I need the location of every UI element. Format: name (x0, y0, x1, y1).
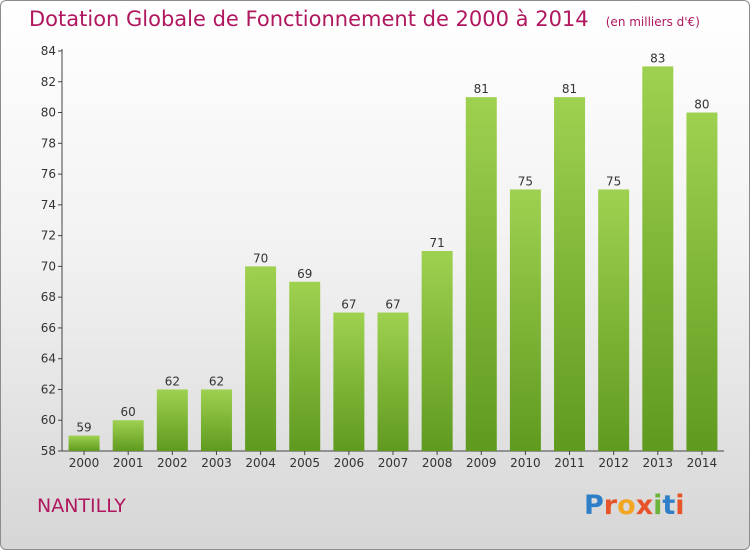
y-tick-label: 84 (41, 44, 56, 58)
data-label: 69 (297, 267, 312, 281)
data-label: 60 (121, 405, 136, 419)
bar-2006 (333, 312, 365, 451)
logo-letter: o (617, 490, 636, 521)
logo-letter: x (635, 490, 654, 521)
data-label: 71 (429, 236, 444, 250)
data-label: 81 (562, 82, 577, 96)
x-tick-label: 2003 (201, 456, 232, 470)
data-label: 70 (253, 251, 268, 265)
bar-2012 (598, 189, 630, 451)
data-label: 59 (76, 421, 91, 435)
x-tick-label: 2010 (510, 456, 541, 470)
y-tick-label: 60 (41, 413, 56, 427)
x-tick-label: 2008 (422, 456, 453, 470)
bar-2000 (68, 435, 100, 451)
data-labels: 59 60 62 62 70 69 67 67 71 81 75 81 75 83 80 (76, 51, 709, 434)
proxiti-logo: Proxiti (584, 490, 685, 521)
y-tick-label: 62 (41, 382, 56, 396)
x-tick-label: 2004 (245, 456, 276, 470)
commune-name: NANTILLY (37, 495, 126, 517)
x-tick-label: 2012 (598, 456, 629, 470)
chart-unit: (en milliers d'€) (605, 15, 700, 29)
bar-2009 (465, 97, 497, 452)
chart-title: Dotation Globale de Fonctionnement de 20… (29, 7, 589, 31)
y-tick-label: 66 (41, 321, 56, 335)
data-label: 67 (341, 298, 356, 312)
bar-2003 (200, 389, 232, 451)
bar-2005 (289, 281, 321, 451)
logo-letter: r (603, 490, 618, 521)
bar-2008 (421, 251, 453, 451)
bar-2010 (509, 189, 541, 451)
data-label: 81 (474, 82, 489, 96)
bar-2011 (554, 97, 586, 452)
axes: 58 60 62 64 66 68 70 72 74 76 78 80 82 84 2000 2001 2002… (41, 44, 724, 470)
logo-letter: t (662, 490, 676, 521)
data-label: 62 (165, 374, 180, 388)
bar-2013 (642, 66, 674, 451)
bar-2007 (377, 312, 409, 451)
bar-2001 (112, 420, 144, 451)
x-tick-label: 2001 (113, 456, 144, 470)
x-tick-label: 2013 (643, 456, 674, 470)
x-tick-label: 2009 (466, 456, 497, 470)
x-tick-label: 2005 (289, 456, 320, 470)
x-tick-label: 2011 (554, 456, 585, 470)
logo-letter: i (653, 490, 663, 521)
x-tick-label: 2007 (378, 456, 409, 470)
y-tick-label: 74 (41, 198, 56, 212)
bar-2014 (686, 112, 718, 452)
y-tick-label: 82 (41, 75, 56, 89)
logo-letter: P (584, 490, 604, 521)
x-tick-label: 2002 (157, 456, 188, 470)
bar-2004 (245, 266, 277, 451)
data-label: 83 (650, 51, 665, 65)
bars (68, 66, 718, 452)
data-label: 62 (209, 374, 224, 388)
y-tick-label: 80 (41, 106, 56, 120)
y-tick-label: 76 (41, 167, 56, 181)
bar-2002 (156, 389, 188, 451)
x-tick-label: 2014 (687, 456, 718, 470)
data-label: 75 (518, 174, 533, 188)
data-label: 67 (385, 298, 400, 312)
x-tick-label: 2006 (334, 456, 365, 470)
y-tick-label: 58 (41, 444, 56, 458)
data-label: 80 (694, 98, 709, 112)
y-tick-label: 78 (41, 136, 56, 150)
y-tick-label: 72 (41, 229, 56, 243)
y-tick-label: 68 (41, 290, 56, 304)
data-label: 75 (606, 174, 621, 188)
y-tick-label: 64 (41, 352, 56, 366)
logo-letter: i (675, 490, 685, 521)
title-row: Dotation Globale de Fonctionnement de 20… (29, 7, 700, 31)
y-tick-label: 70 (41, 259, 56, 273)
x-tick-label: 2000 (69, 456, 100, 470)
